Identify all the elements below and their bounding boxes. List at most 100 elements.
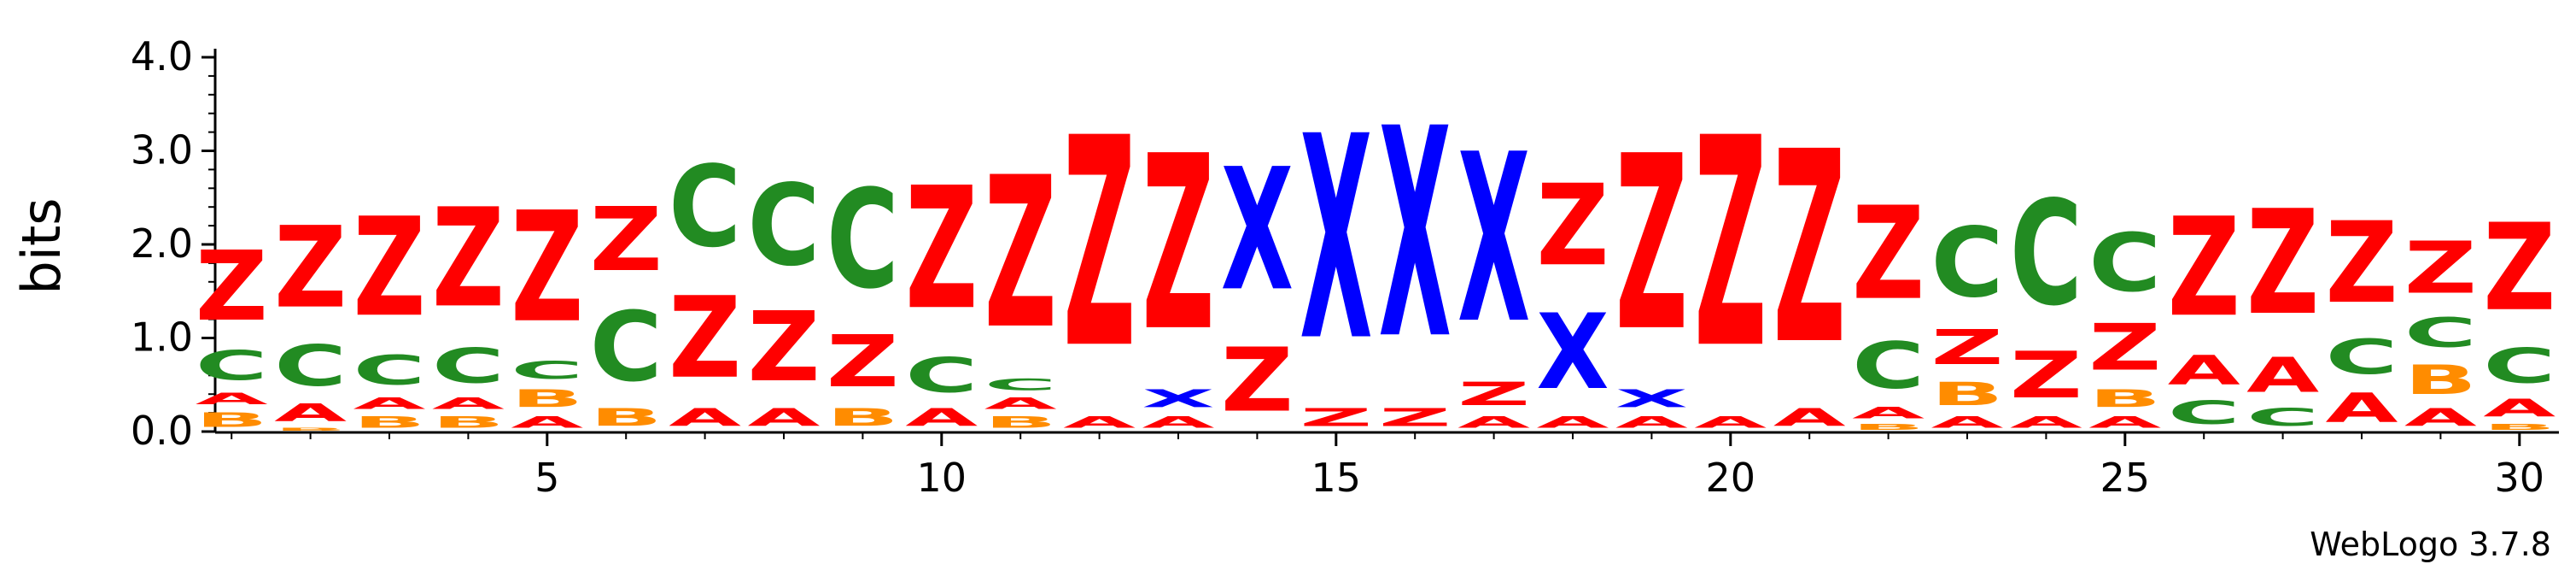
logo-letter-a: A [274, 399, 347, 427]
logo-letter-b: B [511, 385, 583, 413]
logo-letter-z: Z [1300, 404, 1372, 432]
logo-letter-x: X [1300, 76, 1372, 403]
logo-letter-c: C [2325, 330, 2398, 385]
logo-letter-c: C [2010, 171, 2082, 338]
logo-letter-c: C [1852, 328, 1925, 403]
logo-letter-z: Z [590, 190, 663, 291]
logo-letter-c: C [590, 291, 663, 403]
logo-letter-c: C [984, 375, 1057, 394]
logo-letter-x: X [1615, 385, 1688, 413]
logo-letter-z: Z [2325, 199, 2398, 329]
logo-letter-a: A [1142, 413, 1214, 432]
logo-letter-b: B [196, 408, 268, 432]
logo-letter-z: Z [1142, 104, 1214, 385]
logo-letter-b: B [590, 404, 663, 432]
logo-letter-a: A [1457, 413, 1530, 432]
logo-letter-z: Z [669, 274, 741, 404]
logo-letter-z: Z [353, 188, 425, 347]
x-tick-label: 5 [534, 455, 559, 501]
logo-letter-c: C [353, 348, 425, 395]
y-axis-label: bits [10, 197, 73, 294]
logo-letter-a: A [2246, 348, 2320, 404]
logo-letter-c: C [2168, 395, 2240, 432]
y-tick-label: 1.0 [131, 314, 193, 361]
credit-label: WebLogo 3.7.8 [2310, 526, 2551, 563]
logo-letter-a: A [2404, 403, 2477, 432]
x-tick-label: 10 [917, 455, 967, 501]
logo-letter-z: Z [905, 152, 978, 347]
logo-letter-c: C [1931, 207, 2003, 319]
logo-letter-c: C [827, 161, 899, 319]
logo-letter-z: Z [196, 231, 268, 343]
logo-letter-c: C [432, 339, 505, 395]
logo-letter-a: A [1063, 413, 1136, 432]
logo-letter-a: A [1931, 413, 2003, 432]
logo-letter-z: Z [1931, 320, 2003, 375]
logo-letter-a: A [747, 403, 820, 432]
logo-letter-z: Z [2168, 188, 2240, 347]
logo-letter-z: Z [2088, 311, 2161, 385]
logo-letter-x: X [1536, 292, 1609, 413]
logo-letter-b: B [432, 413, 505, 432]
logo-letter-z: Z [1379, 404, 1452, 432]
logo-letter-a: A [1773, 403, 1846, 432]
logo-letter-z: Z [1536, 162, 1609, 291]
logo-letter-c: C [747, 162, 820, 292]
logo-letter-x: X [1221, 132, 1294, 328]
logo-letter-x: X [1379, 68, 1452, 403]
logo-letter-c: C [511, 357, 583, 385]
logo-letter-a: A [984, 394, 1057, 413]
logo-letter-c: C [196, 343, 268, 390]
logo-letter-z: Z [1773, 96, 1846, 403]
logo-letter-b: B [1852, 422, 1925, 432]
logo-letter-x: X [1457, 105, 1530, 375]
logo-letter-a: A [1852, 403, 1925, 422]
logo-letter-a: A [196, 390, 268, 408]
logo-letter-z: Z [274, 203, 347, 333]
logo-letter-a: A [2168, 348, 2240, 394]
x-tick-label: 25 [2100, 455, 2151, 501]
logo-letter-a: A [511, 413, 583, 432]
logo-letter-c: C [2088, 216, 2161, 309]
logo-letter-z: Z [2246, 179, 2319, 347]
logo-letter-x: X [1142, 385, 1214, 413]
logo-stacks: BACZBACZBACZBACZABCZBCZAZCAZCBZCACZBACZA… [196, 68, 2556, 432]
logo-letter-z: Z [827, 320, 899, 403]
y-tick-label: 3.0 [131, 127, 193, 173]
logo-letter-c: C [274, 334, 347, 399]
y-tick-label: 2.0 [131, 220, 193, 267]
logo-letter-a: A [2010, 413, 2082, 432]
logo-letter-z: Z [1615, 104, 1688, 385]
logo-letter-a: A [1694, 413, 1767, 432]
logo-letter-z: Z [1221, 330, 1294, 432]
logo-letter-c: C [2483, 339, 2556, 395]
logo-letter-z: Z [432, 179, 505, 338]
logo-letter-b: B [353, 413, 425, 432]
logo-letter-a: A [905, 403, 978, 432]
axes: 0.0 1.0 2.0 3.0 4.0 5 10 15 20 25 30 [131, 33, 2559, 501]
logo-letter-z: Z [984, 134, 1057, 376]
logo-letter-a: A [669, 403, 741, 432]
x-tick-label: 20 [1706, 455, 1756, 501]
logo-letter-z: Z [2404, 226, 2477, 310]
logo-letter-b: B [2483, 422, 2556, 432]
logo-letter-c: C [2246, 403, 2319, 432]
logo-letter-b: B [1931, 375, 2003, 413]
x-tick-label: 30 [2495, 455, 2545, 501]
x-tick-label: 15 [1311, 455, 1362, 501]
logo-letter-z: Z [1694, 78, 1767, 412]
logo-letter-c: C [669, 143, 741, 273]
y-tick-label: 0.0 [131, 408, 193, 454]
logo-letter-z: Z [511, 179, 583, 356]
logo-letter-a: A [2088, 413, 2161, 432]
logo-letter-a: A [353, 394, 425, 413]
logo-letter-z: Z [1457, 375, 1530, 413]
logo-letter-b: B [2404, 357, 2477, 403]
logo-letter-a: A [2483, 394, 2556, 422]
logo-letter-b: B [274, 427, 347, 432]
y-tick-label: 4.0 [131, 33, 193, 79]
logo-letter-z: Z [747, 291, 820, 403]
logo-letter-c: C [905, 348, 978, 403]
logo-letter-a: A [1615, 413, 1688, 432]
